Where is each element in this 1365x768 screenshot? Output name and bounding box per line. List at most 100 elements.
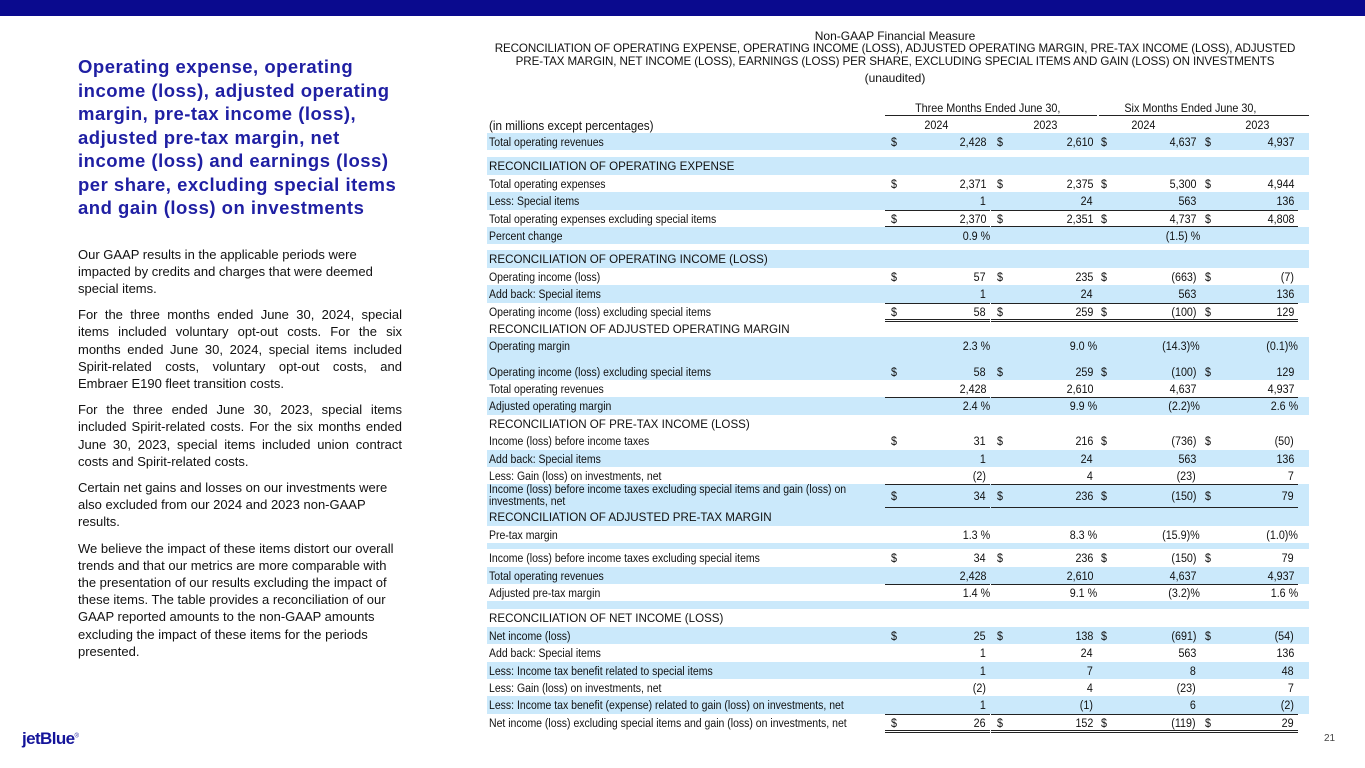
section-header: RECONCILIATION OF PRE-TAX INCOME (LOSS) xyxy=(489,416,750,431)
cell-value: 259 xyxy=(1075,304,1093,319)
section-header: RECONCILIATION OF ADJUSTED OPERATING MAR… xyxy=(489,321,790,336)
currency-symbol: $ xyxy=(997,364,1003,379)
row-label: Add back: Special items xyxy=(489,646,601,661)
currency-symbol: $ xyxy=(891,489,897,504)
cell-value: 563 xyxy=(1178,287,1196,302)
reconciliation-table: Three Months Ended June 30, Six Months E… xyxy=(487,100,1309,734)
currency-symbol: $ xyxy=(1101,364,1107,379)
currency-symbol: $ xyxy=(1101,304,1107,319)
cell-value: 2,610 xyxy=(1066,382,1093,397)
cell-value: 1.4 % xyxy=(962,585,990,600)
cell-value: 79 xyxy=(1282,551,1294,566)
currency-symbol: $ xyxy=(1205,628,1211,643)
section-header-row: RECONCILIATION OF ADJUSTED PRE-TAX MARGI… xyxy=(487,508,1309,526)
cell-value: 24 xyxy=(1081,194,1093,209)
cell-value: 2,370 xyxy=(959,211,986,226)
cell-value: 2,351 xyxy=(1066,211,1093,226)
currency-symbol: $ xyxy=(891,269,897,284)
currency-symbol: $ xyxy=(891,628,897,643)
cell-value: (691) xyxy=(1170,628,1196,643)
year-header: 2023 xyxy=(1033,118,1058,132)
cell-value: 25 xyxy=(974,628,986,643)
table-row: Total operating revenues 2,428 2,610 4,637 4… xyxy=(487,566,1309,584)
table-row: Income (loss) before income taxes $31 $216… xyxy=(487,432,1309,449)
row-label: Net income (loss) excluding special item… xyxy=(489,715,847,730)
cell-value: 136 xyxy=(1276,194,1294,209)
currency-symbol: $ xyxy=(1205,364,1211,379)
cell-value: 1.3 % xyxy=(962,527,990,542)
row-label: Percent change xyxy=(489,228,563,243)
slide-heading: Operating expense, operating income (los… xyxy=(78,56,397,218)
year-header: 2024 xyxy=(1131,118,1156,132)
table-row: Add back: Special items 1 24 563 136 xyxy=(487,449,1309,468)
cell-value: 2,428 xyxy=(959,135,986,149)
cell-value: 216 xyxy=(1075,434,1093,449)
cell-value: 24 xyxy=(1081,451,1093,466)
currency-symbol: $ xyxy=(1101,176,1107,191)
cell-value: 2,610 xyxy=(1066,568,1093,583)
row-label: Total operating expenses excluding speci… xyxy=(489,211,717,226)
cell-value: 152 xyxy=(1075,715,1093,730)
cell-value: 7 xyxy=(1288,469,1294,484)
row-label: Total operating revenues xyxy=(489,382,604,397)
row-label: Operating income (loss) excluding specia… xyxy=(489,364,711,379)
cell-value: 2.4 % xyxy=(962,399,990,414)
cell-value: 4 xyxy=(1087,680,1093,695)
cell-value: 2,375 xyxy=(1066,176,1093,191)
table-header: Three Months Ended June 30, Six Months E… xyxy=(487,100,1309,133)
section-header: RECONCILIATION OF NET INCOME (LOSS) xyxy=(489,611,724,626)
cell-value: 8.3 % xyxy=(1069,527,1097,542)
paragraph: We believe the impact of these items dis… xyxy=(78,540,394,659)
cell-value: (2) xyxy=(972,469,986,484)
currency-symbol: $ xyxy=(891,364,897,379)
period-group-three-months: Three Months Ended June 30, xyxy=(915,101,1061,115)
row-label: Operating margin xyxy=(489,339,570,354)
cell-value: 235 xyxy=(1075,269,1093,284)
cell-value: (2) xyxy=(1280,698,1294,713)
cell-value: 138 xyxy=(1075,628,1093,643)
cell-value: 563 xyxy=(1178,451,1196,466)
cell-value: 4,637 xyxy=(1169,568,1196,583)
cell-value: (1.0)% xyxy=(1266,527,1298,542)
cell-value: 259 xyxy=(1075,364,1093,379)
cell-value: 58 xyxy=(974,304,986,319)
currency-symbol: $ xyxy=(891,135,897,149)
currency-symbol: $ xyxy=(891,715,897,730)
cell-value: 8 xyxy=(1190,663,1196,678)
cell-value: (2.2)% xyxy=(1168,399,1200,414)
row-label: Less: Gain (loss) on investments, net xyxy=(489,680,662,695)
currency-symbol: $ xyxy=(1101,628,1107,643)
cell-value: 7 xyxy=(1288,680,1294,695)
cell-value: 563 xyxy=(1178,194,1196,209)
cell-value: 2,371 xyxy=(959,176,986,191)
cell-value: 1 xyxy=(980,451,986,466)
cell-value: (15.9)% xyxy=(1162,527,1200,542)
cell-value: 29 xyxy=(1282,715,1294,730)
left-panel: Operating expense, operating income (los… xyxy=(78,55,402,669)
cell-value: 2,428 xyxy=(959,382,986,397)
currency-symbol: $ xyxy=(1205,434,1211,449)
currency-symbol: $ xyxy=(997,304,1003,319)
cell-value: 4,944 xyxy=(1267,176,1294,191)
section-header: RECONCILIATION OF OPERATING INCOME (LOSS… xyxy=(489,252,768,267)
cell-value: 34 xyxy=(974,489,986,504)
currency-symbol: $ xyxy=(1101,269,1107,284)
page-number: 21 xyxy=(1324,733,1336,744)
paragraph: Certain net gains and losses on our inve… xyxy=(78,479,388,530)
currency-symbol: $ xyxy=(997,628,1003,643)
currency-symbol: $ xyxy=(891,304,897,319)
currency-symbol: $ xyxy=(1101,135,1107,149)
currency-symbol: $ xyxy=(1101,551,1107,566)
currency-symbol: $ xyxy=(1205,269,1211,284)
cell-value: 236 xyxy=(1075,551,1093,566)
row-label: Income (loss) before income taxes exclud… xyxy=(489,551,760,566)
row-label: Operating income (loss) xyxy=(489,269,601,284)
cell-value: 9.9 % xyxy=(1069,399,1097,414)
row-label: Total operating expenses xyxy=(489,176,606,191)
row-label: Add back: Special items xyxy=(489,451,601,466)
section-header-row: RECONCILIATION OF PRE-TAX INCOME (LOSS) xyxy=(487,415,1309,432)
row-label: Total operating revenues xyxy=(489,568,604,583)
paragraph: For the three ended June 30, 2023, speci… xyxy=(78,402,402,469)
cell-value: 2.3 % xyxy=(962,339,990,354)
cell-value: (663) xyxy=(1170,269,1196,284)
